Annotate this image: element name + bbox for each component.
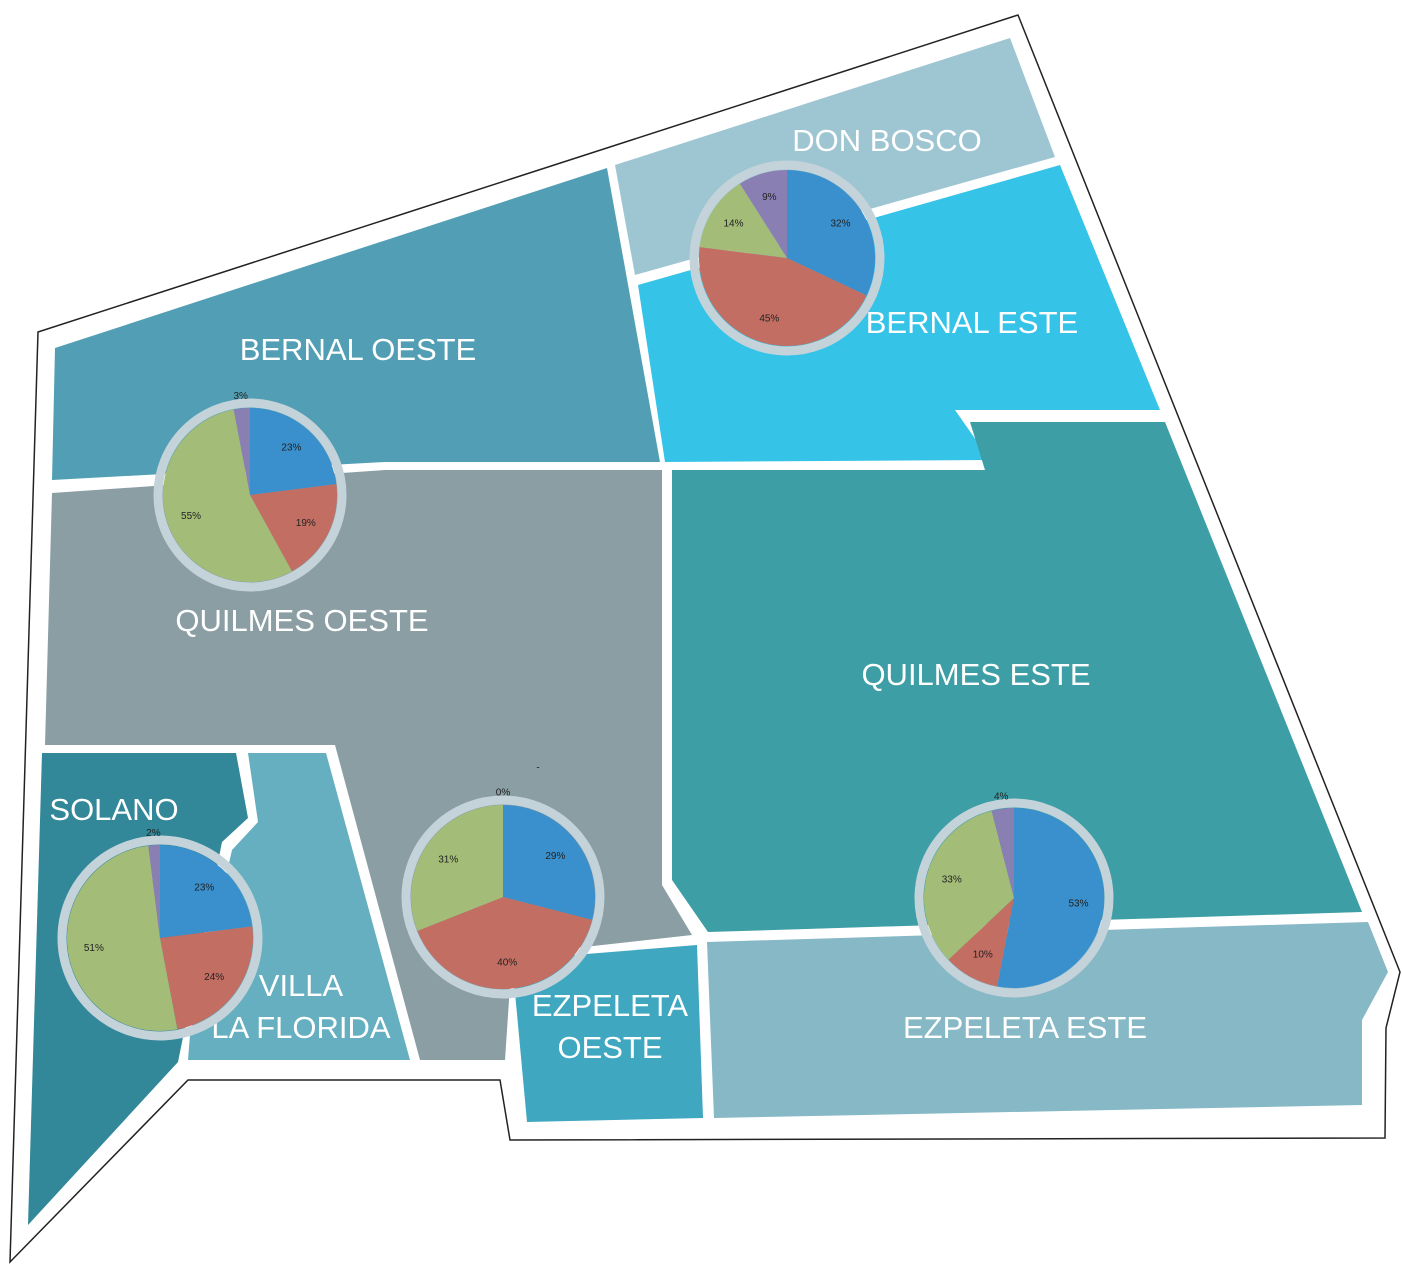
pie-slice [66,845,178,1032]
pie-label: 14% [723,219,743,230]
pie-slice [699,183,787,258]
pie: 23% 19% 55% 3% [153,391,347,592]
pie-label: 33% [942,875,962,886]
pie-slice [739,170,787,258]
pie-slice [948,898,1014,987]
pie-slice [250,408,337,495]
pie-halo [689,160,885,356]
pie-slice [250,484,337,572]
region [52,168,660,480]
pie-label: 2% [146,828,161,839]
region-label: VILLA [259,968,344,1003]
pie: 53% 10% 33% 4% [914,791,1114,998]
pie-label: 32% [830,219,850,230]
pie-halo [401,795,605,999]
region-label: DON BOSCO [792,123,981,158]
pie-slice [148,845,160,938]
pie-slice [997,808,1105,989]
pie-label: 55% [181,511,201,522]
pie-slice [699,246,867,346]
region-label: BERNAL OESTE [240,332,477,367]
region [672,422,1362,932]
pie-slice [417,897,593,990]
pie-label: 40% [497,958,517,969]
region [512,945,703,1122]
pie-label: 23% [281,443,301,454]
pies: 32% 45% 14% 9% 23% 19% 55% 3% 23% 24% 51% 2% 29% 40% 3… [57,160,1114,1041]
region-label: QUILMES ESTE [861,657,1090,692]
region-label: OESTE [557,1030,662,1065]
pie-slice [233,408,250,495]
region-label: SOLANO [49,792,178,827]
pie-label: 4% [994,791,1009,802]
pie: 23% 24% 51% 2% [57,828,263,1041]
annotation: - [536,763,539,774]
pie-halo [57,835,263,1041]
pie-halo [153,398,347,592]
pie-slice [787,170,875,296]
pie-label: 24% [204,972,224,983]
pie-label: 31% [438,854,458,865]
pie-halo [914,798,1114,998]
pie-slice [411,805,503,931]
pie-slice [503,805,596,920]
region-label: EZPELETA [532,988,689,1023]
pie-slice [991,808,1014,898]
pie-label: 51% [84,943,104,954]
pie-label: 9% [762,192,777,203]
pie-slice [160,845,253,938]
pie-slice [163,409,292,582]
pie-slice [160,926,253,1030]
pie-label: 10% [973,949,993,960]
pie-label: 19% [296,518,316,529]
pie-label: 29% [545,851,565,862]
pie-label: 53% [1069,899,1089,910]
region-label: LA FLORIDA [211,1010,390,1045]
pie-label: 23% [194,882,214,893]
region [638,165,1160,462]
pie-label: 0% [496,788,511,799]
pie: 29% 40% 31% 0% [401,788,605,999]
region [707,922,1388,1118]
pie: 32% 45% 14% 9% [689,160,885,356]
pie-slice [924,810,1014,960]
region-label: QUILMES OESTE [175,603,428,638]
pie-label: 3% [233,391,248,402]
pie-label: 45% [759,313,779,324]
region-label: BERNAL ESTE [866,305,1078,340]
region-label: EZPELETA ESTE [903,1010,1147,1045]
